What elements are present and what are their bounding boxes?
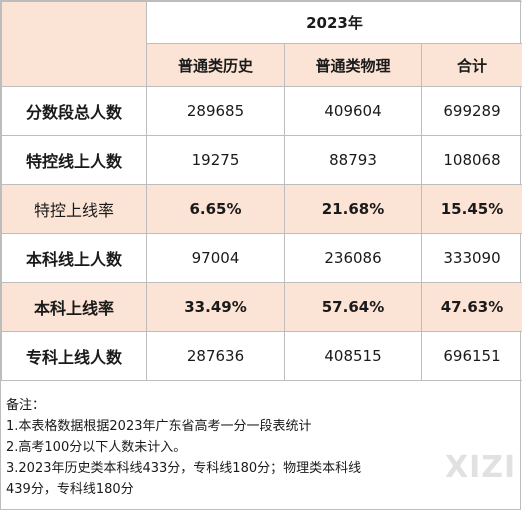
table-cell: 97004 [146, 233, 285, 283]
row-label: 本科线上人数 [1, 233, 147, 283]
table-cell: 57.64% [284, 282, 422, 332]
col-header-physics: 普通类物理 [284, 43, 422, 87]
table-row: 分数段总人数 289685 409604 699289 [1, 86, 522, 136]
table-cell: 47.63% [421, 282, 522, 332]
table-cell: 699289 [421, 86, 522, 136]
year-header-row: 2023年 [1, 1, 522, 87]
table-cell: 696151 [421, 331, 522, 381]
table-cell: 15.45% [421, 184, 522, 234]
table-cell: 6.65% [146, 184, 285, 234]
table-cell: 88793 [284, 135, 422, 185]
note-line-1: 1.本表格数据根据2023年广东省高考一分一段表统计 [6, 419, 312, 434]
table-row: 专科上线人数 287636 408515 696151 [1, 331, 522, 381]
table-row: 特控线上人数 19275 88793 108068 [1, 135, 522, 185]
row-label: 特控上线率 [1, 184, 147, 234]
table-cell: 409604 [284, 86, 422, 136]
score-table: 2023年 普通类历史 普通类物理 合计 分数段总人数 289685 40960… [1, 1, 522, 381]
table-cell: 333090 [421, 233, 522, 283]
note-line-4: 439分，专科线180分 [6, 482, 134, 497]
note-line-2: 2.高考100分以下人数未计入。 [6, 440, 187, 455]
row-label: 本科上线率 [1, 282, 147, 332]
year-header: 2023年 [146, 1, 522, 44]
table-row-highlight: 本科上线率 33.49% 57.64% 47.63% [1, 282, 522, 332]
corner-cell [1, 1, 147, 87]
table-cell: 21.68% [284, 184, 422, 234]
table-row-highlight: 特控上线率 6.65% 21.68% 15.45% [1, 184, 522, 234]
row-label: 特控线上人数 [1, 135, 147, 185]
table-cell: 19275 [146, 135, 285, 185]
table-cell: 108068 [421, 135, 522, 185]
table-cell: 289685 [146, 86, 285, 136]
table-cell: 236086 [284, 233, 422, 283]
row-label: 分数段总人数 [1, 86, 147, 136]
note-line-3: 3.2023年历史类本科线433分，专科线180分；物理类本科线 [6, 461, 362, 476]
row-label: 专科上线人数 [1, 331, 147, 381]
table-cell: 408515 [284, 331, 422, 381]
table-cell: 287636 [146, 331, 285, 381]
col-header-total: 合计 [421, 43, 522, 87]
table-cell: 33.49% [146, 282, 285, 332]
table-row: 本科线上人数 97004 236086 333090 [1, 233, 522, 283]
watermark-logo: XIZI [445, 450, 517, 485]
column-header-row: 普通类历史 普通类物理 合计 [2, 43, 522, 87]
col-header-history: 普通类历史 [146, 43, 285, 87]
notes-title: 备注： [6, 398, 46, 413]
notes-section: 备注： 1.本表格数据根据2023年广东省高考一分一段表统计 2.高考100分以… [6, 395, 511, 500]
